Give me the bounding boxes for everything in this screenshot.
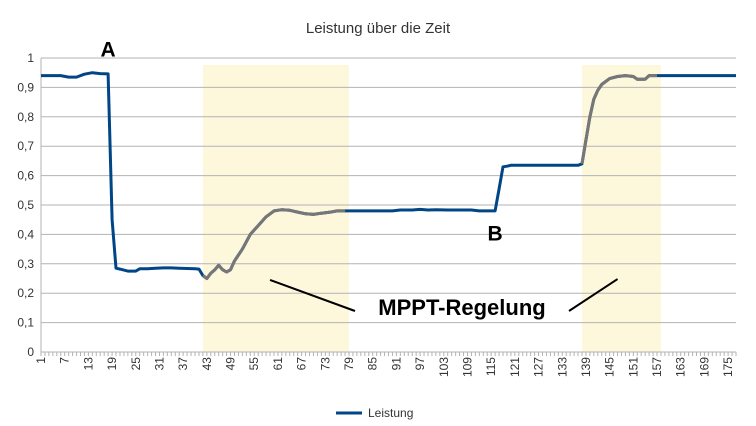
- highlight-regions: [202, 65, 661, 352]
- legend: Leistung: [336, 406, 413, 420]
- series-lines: [41, 71, 736, 280]
- series-line-highlight-1: [202, 208, 346, 280]
- annotation-b: B: [488, 222, 503, 245]
- x-tick-label: 67: [295, 357, 309, 371]
- y-tick-label: 0,4: [17, 227, 34, 241]
- y-tick-label: 1: [27, 51, 34, 65]
- x-tick-label: 151: [626, 357, 640, 377]
- y-tick-label: 0,3: [17, 257, 34, 271]
- x-tick-label: 109: [460, 357, 474, 377]
- highlight-region-2: [581, 65, 661, 352]
- x-tick-label: 43: [200, 357, 214, 371]
- x-tick-label: 13: [81, 357, 95, 371]
- x-tick-label: 163: [674, 357, 688, 377]
- x-tick-label: 1: [34, 357, 48, 364]
- chart-title: Leistung über die Zeit: [306, 20, 451, 37]
- x-tick-label: 7: [58, 357, 72, 364]
- y-tick-label: 0,6: [17, 169, 34, 183]
- x-tick-label: 37: [176, 357, 190, 371]
- y-tick-labels: 0 0,1 0,2 0,3 0,4 0,5 0,6 0,7 0,8 0,9 1: [17, 51, 34, 359]
- x-tick-label: 169: [697, 357, 711, 377]
- y-tick-label: 0,1: [17, 316, 34, 330]
- x-tick-label: 79: [342, 357, 356, 371]
- x-tick-label: 31: [152, 357, 166, 371]
- y-tick-label: 0: [27, 345, 34, 359]
- x-tick-label: 49: [224, 357, 238, 371]
- x-tick-label: 115: [484, 357, 498, 376]
- y-tick-label: 0,8: [17, 110, 34, 124]
- y-tick-label: 0,5: [17, 198, 34, 212]
- x-tick-label: 103: [437, 357, 451, 377]
- x-tick-label: 85: [366, 357, 380, 371]
- x-tick-label: 55: [247, 357, 261, 371]
- x-tick-label: 97: [413, 357, 427, 371]
- series-line-highlight-2: [580, 74, 657, 165]
- callout-mppt-regelung: MPPT-Regelung: [378, 295, 545, 320]
- x-tick-label: 73: [318, 357, 332, 371]
- axes: [40, 58, 737, 356]
- callout-pointer-right: [568, 278, 619, 312]
- x-tick-label: 127: [532, 357, 546, 377]
- callout-pointer-left: [269, 279, 356, 312]
- highlight-region-1: [202, 65, 350, 352]
- annotations: A B MPPT-Regelung: [101, 39, 619, 320]
- x-tick-label: 139: [579, 357, 593, 377]
- x-tick-labels: 1 7 13 19 25 31 37 43 49 55 61 67 73 79 85 91 97 103 109 11…: [34, 357, 735, 377]
- x-tick-label: 19: [105, 357, 119, 371]
- grid-lines: [41, 57, 736, 324]
- y-tick-label: 0,2: [17, 286, 34, 300]
- annotation-a: A: [101, 39, 116, 62]
- x-tick-label: 91: [389, 357, 403, 371]
- y-tick-label: 0,7: [17, 139, 34, 153]
- x-tick-label: 145: [603, 357, 617, 377]
- x-tick-label: 121: [508, 357, 522, 377]
- x-tick-label: 25: [129, 357, 143, 371]
- x-tick-label: 133: [555, 357, 569, 377]
- y-tick-label: 0,9: [17, 80, 34, 94]
- legend-label-leistung: Leistung: [368, 406, 413, 420]
- x-tick-label: 157: [650, 357, 664, 377]
- x-tick-label: 61: [271, 357, 285, 371]
- x-tick-label: 175: [721, 357, 735, 377]
